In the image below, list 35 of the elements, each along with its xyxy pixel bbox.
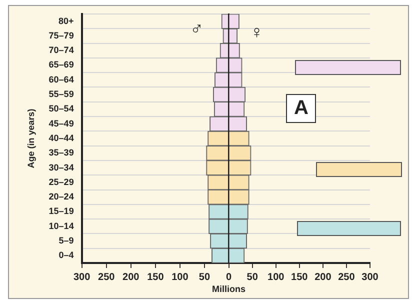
y-tick-label: 30–34 xyxy=(48,162,74,172)
y-tick-label: 40–44 xyxy=(48,132,74,143)
y-tick-label: 10–14 xyxy=(48,220,74,231)
y-tick-label: 35–39 xyxy=(48,148,74,158)
y-tick-label: 60–64 xyxy=(48,74,74,84)
y-tick-label: 15–19 xyxy=(48,206,74,216)
y-tick-label: 70–74 xyxy=(48,45,74,56)
x-tick-label: 200 xyxy=(314,272,332,283)
y-tick-label: 50–54 xyxy=(48,104,74,114)
y-tick-label: 55–59 xyxy=(48,89,74,100)
y-tick-label: 65–69 xyxy=(48,60,74,70)
x-tick-label: 100 xyxy=(172,272,189,283)
y-axis-title: Age (in years) xyxy=(26,108,36,168)
annotation: A xyxy=(286,94,316,123)
x-tick-label: 250 xyxy=(338,272,356,283)
x-tick-label: 300 xyxy=(73,272,91,283)
x-tick-label: 150 xyxy=(291,272,308,283)
x-tick-label: 50 xyxy=(246,272,259,283)
y-tick-label: 25–29 xyxy=(48,176,74,187)
y-tick-label: 80+ xyxy=(58,16,74,26)
y-tick-label: 0–4 xyxy=(58,250,74,260)
x-tick-label: 0 xyxy=(226,272,232,283)
annotation: ♀ xyxy=(250,22,264,43)
x-tick-label: 200 xyxy=(122,272,140,283)
y-tick-label: 20–24 xyxy=(48,192,74,202)
x-tick-label: 250 xyxy=(98,272,116,283)
annotation: ♂ xyxy=(190,18,204,39)
x-tick-label: 150 xyxy=(147,272,164,283)
x-tick-label: 50 xyxy=(198,272,210,283)
y-tick-label: 45–49 xyxy=(48,118,74,128)
x-tick-label: 300 xyxy=(362,272,379,283)
x-tick-label: 100 xyxy=(268,272,285,283)
y-tick-label: 75–79 xyxy=(48,30,74,40)
y-tick-label: 5–9 xyxy=(58,236,74,246)
x-axis-title: Millions xyxy=(212,284,246,294)
